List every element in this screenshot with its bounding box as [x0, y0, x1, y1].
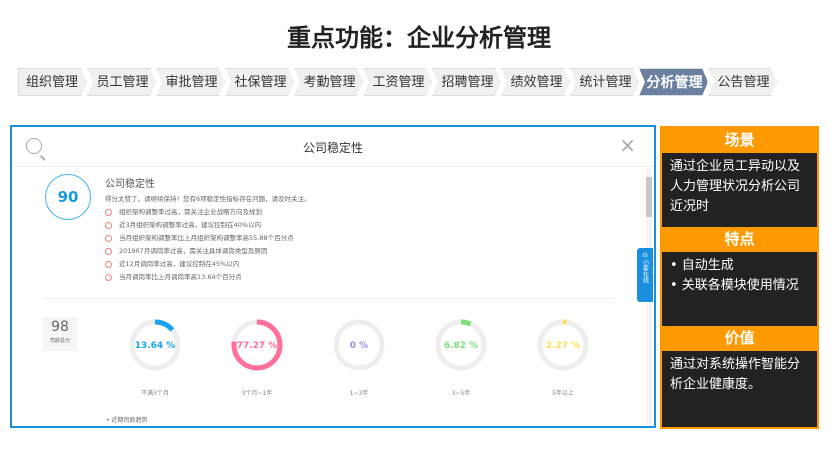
issue-text: 近3月组织架构调整率过高，建议控制在40%以内	[119, 221, 262, 229]
warning-icon	[105, 208, 112, 216]
warning-icon	[105, 260, 112, 268]
tenure-ring: 6.82 %	[433, 317, 489, 377]
tab-5[interactable]: 工资管理	[363, 68, 432, 96]
issue-item: 近3月组织架构调整率过高，建议控制在40%以内	[105, 219, 294, 232]
tab-0[interactable]: 组织管理	[18, 68, 87, 96]
headset-icon: ☊	[642, 252, 648, 259]
issue-list: 组织架构调整率过高，需关注企业战略方向及规划 近3月组织架构调整率过高，建议控制在…	[105, 206, 294, 284]
ring-fill	[537, 319, 589, 371]
panel-body: 通过对系统操作智能分析企业健康度。	[670, 357, 801, 392]
panel-header: 场景	[662, 128, 817, 153]
tab-1[interactable]: 员工管理	[87, 68, 156, 96]
issue-item: 组织架构调整率过高，需关注企业战略方向及规划	[105, 206, 294, 219]
summary-text: 得分太赞了，请继续保持！您有6项稳定性指标存在问题，请及时关注。	[105, 195, 311, 203]
panel-header: 特点	[662, 227, 817, 252]
issue-item: 近12月调岗率过高，建议控制在45%以内	[105, 258, 294, 271]
ring-label: 3个月~1年	[241, 390, 273, 397]
issue-item: 当月调岗率比上月调岗率高13.64个百分点	[105, 271, 294, 284]
ring-value: 0 %	[350, 341, 368, 351]
support-label: 小薪在线	[641, 259, 649, 283]
tab-7[interactable]: 绩效管理	[501, 68, 570, 96]
section-title: 公司稳定性	[105, 179, 155, 190]
panel-header: 价值	[662, 326, 817, 351]
analysis-search-icon	[26, 138, 42, 154]
ring-label: 5年以上	[552, 390, 574, 397]
panel-body: • 自动生成 • 关联各模块使用情况	[670, 258, 799, 293]
tenure-ring: 77.27 %	[229, 317, 285, 377]
issue-text: 组织架构调整率过高，需关注企业战略方向及规划	[119, 208, 262, 216]
issue-text: 近12月调岗率过高，建议控制在45%以内	[119, 260, 240, 268]
tenure-ring: 2.27 %	[535, 317, 591, 377]
info-panel: 场景通过企业员工异动以及人力管理状况分析公司近况时特点 • 自动生成 • 关联各模…	[660, 126, 819, 429]
close-icon[interactable]: ×	[619, 133, 636, 157]
tab-8[interactable]: 统计管理	[570, 68, 639, 96]
ring-track	[333, 319, 385, 371]
issue-text: 当月调岗率比上月调岗率高13.64个百分点	[119, 273, 242, 281]
module-tabs: 组织管理 员工管理 审批管理 社保管理 考勤管理 工资管理 招聘管理 绩效管理 统计管理 分析管理…	[18, 68, 788, 96]
warning-icon	[105, 221, 112, 229]
ring-value: 6.82 %	[444, 341, 478, 351]
online-support-tab[interactable]: ☊ 小薪在线	[637, 248, 653, 302]
warning-icon	[105, 273, 112, 281]
tab-3[interactable]: 社保管理	[225, 68, 294, 96]
ring-label: 1~3年	[349, 390, 369, 397]
modal-header: 公司稳定性 ×	[12, 127, 654, 167]
tab-4[interactable]: 考勤管理	[294, 68, 363, 96]
ring-label: 3~5年	[451, 390, 471, 397]
warning-icon	[105, 234, 112, 242]
issue-text: 当月组织架构调整率比上月组织架构调整率高55.88个百分点	[119, 234, 294, 242]
tenure-score-box: 98 司龄总分	[43, 317, 77, 351]
scrollbar-thumb[interactable]	[646, 177, 652, 217]
ring-fill	[435, 319, 487, 371]
issue-item: 201907月调岗率过高，需关注具体调岗类型及原因	[105, 245, 294, 258]
ring-fill	[231, 319, 283, 371]
ring-value: 13.64 %	[135, 341, 176, 351]
ring-value: 2.27 %	[546, 341, 580, 351]
page-title: 重点功能：企业分析管理	[287, 24, 551, 52]
tenure-ring: 0 %	[331, 317, 387, 377]
tab-10[interactable]: 公告管理	[708, 68, 777, 96]
ring-label: 不满3个月	[141, 390, 169, 397]
score-circle: 90	[45, 174, 91, 220]
tab-9[interactable]: 分析管理	[639, 68, 708, 96]
issue-text: 201907月调岗率过高，需关注具体调岗类型及原因	[119, 247, 268, 255]
tenure-score: 98	[51, 319, 69, 335]
tenure-label: 司龄总分	[49, 338, 70, 344]
ring-value: 77.27 %	[237, 341, 278, 351]
tenure-trend-link[interactable]: • 近期司龄趋势	[106, 417, 148, 424]
warning-icon	[105, 247, 112, 255]
modal-title: 公司稳定性	[302, 141, 363, 155]
issue-item: 当月组织架构调整率比上月组织架构调整率高55.88个百分点	[105, 232, 294, 245]
tenure-ring: 13.64 %	[127, 317, 183, 377]
stability-modal: 公司稳定性 × 90 公司稳定性 得分太赞了，请继续保持！您有6项稳定性指标存在…	[10, 125, 656, 428]
tab-6[interactable]: 招聘管理	[432, 68, 501, 96]
ring-fill	[129, 319, 181, 371]
divider	[44, 298, 614, 299]
panel-body: 通过企业员工异动以及人力管理状况分析公司近况时	[670, 159, 801, 214]
tab-2[interactable]: 审批管理	[156, 68, 225, 96]
